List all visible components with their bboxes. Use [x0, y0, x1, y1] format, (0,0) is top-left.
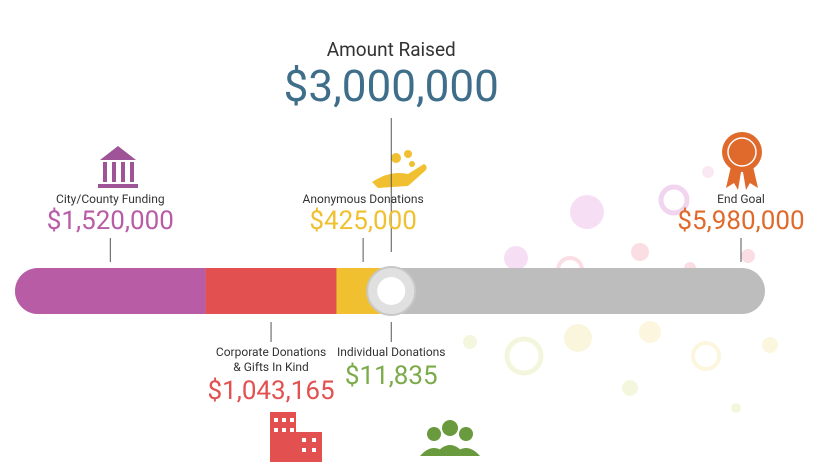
raised-amount: $3,000,000 — [283, 60, 499, 112]
bar-segment — [205, 268, 337, 314]
bar-segment — [15, 268, 206, 314]
building-icon — [98, 146, 138, 188]
people-icon — [420, 420, 480, 456]
segment-label: Anonymous Donations — [302, 192, 424, 206]
segment-amount: $1,043,165 — [207, 376, 335, 406]
ribbon-icon — [722, 132, 762, 190]
hand-hearts-icon — [372, 150, 427, 188]
segment-label: Corporate Donations & Gifts In Kind — [215, 345, 327, 374]
decoration — [463, 166, 778, 413]
segment-amount: $11,835 — [344, 361, 438, 391]
segment-amount: $1,520,000 — [46, 206, 174, 236]
bar-fill — [15, 268, 392, 314]
segment-amount: $425,000 — [309, 206, 417, 236]
office-icon — [270, 412, 322, 462]
raised-label: Amount Raised — [326, 38, 456, 61]
progress-knob-center — [377, 277, 406, 305]
goal-amount: $5,980,000 — [677, 206, 805, 236]
goal-label: End Goal — [717, 192, 765, 206]
segment-label: City/County Funding — [56, 192, 165, 206]
segment-label: Individual Donations — [337, 345, 446, 359]
